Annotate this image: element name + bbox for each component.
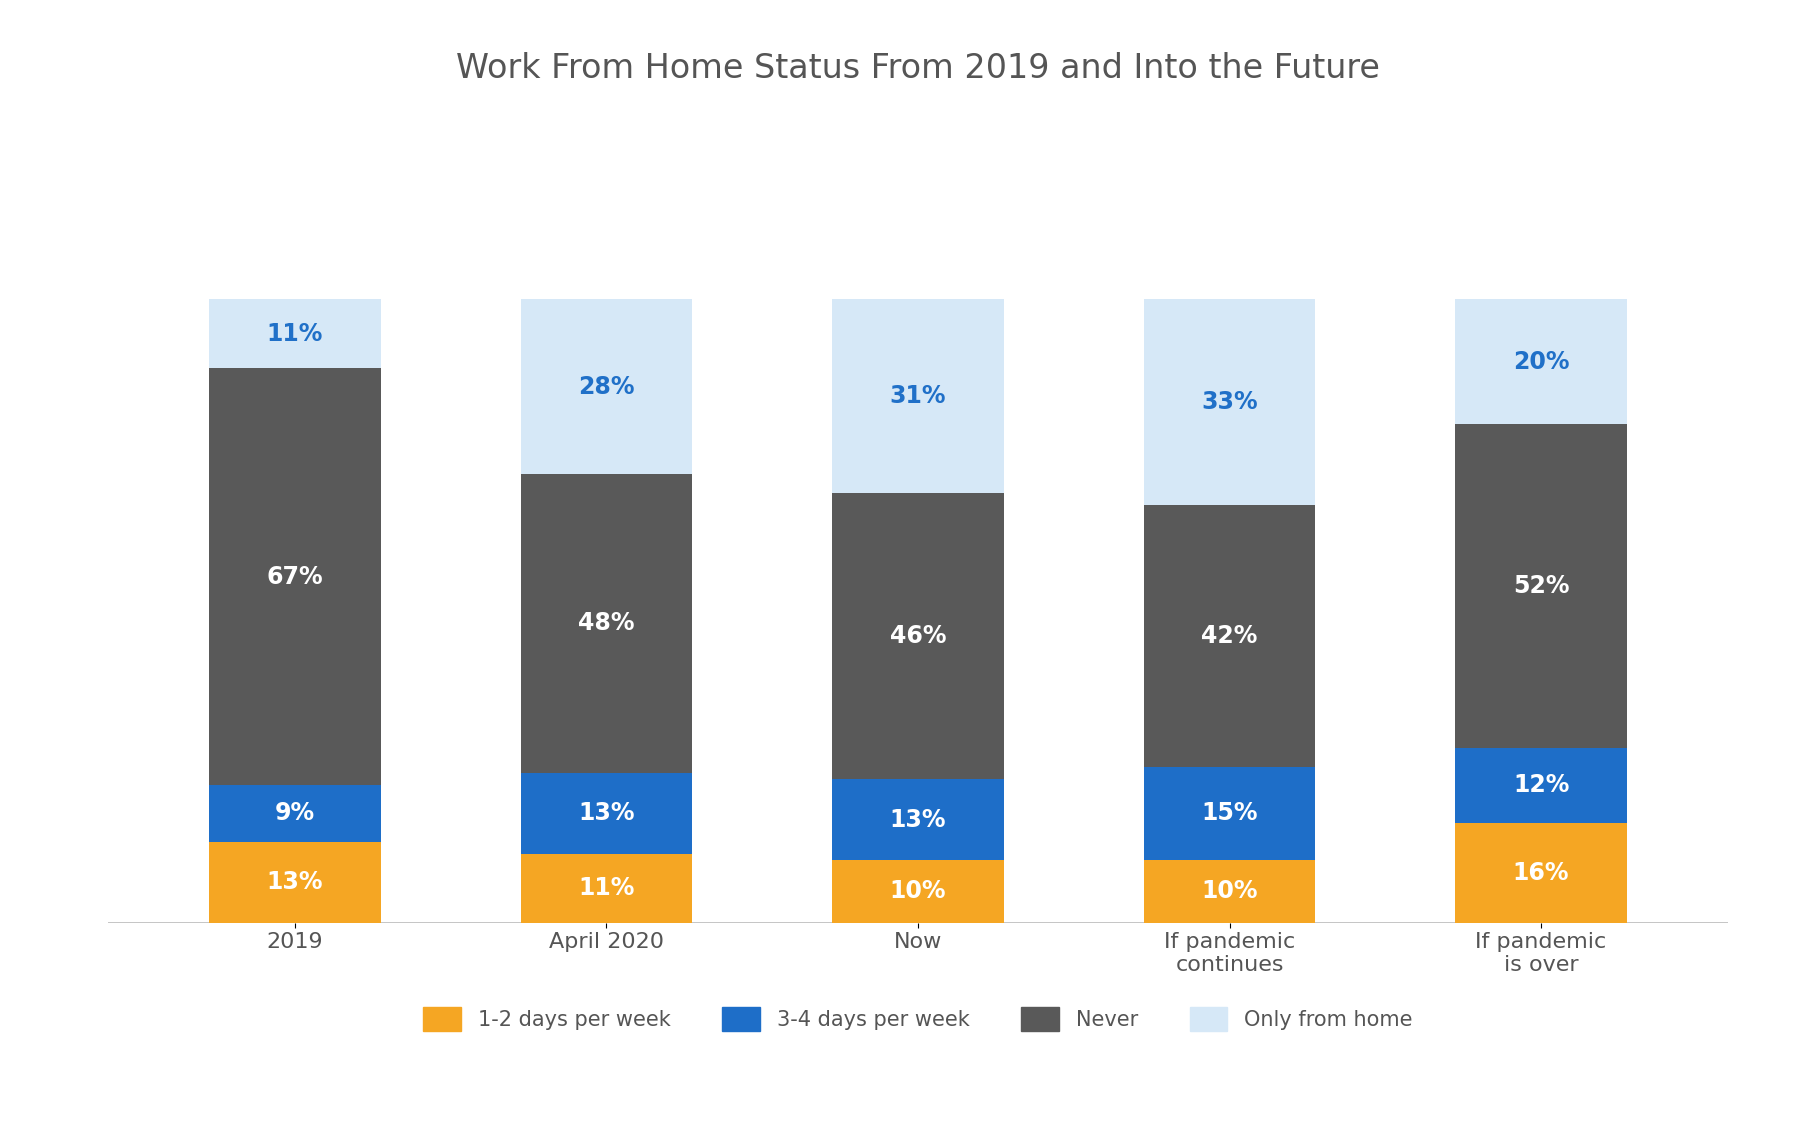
Text: 12%: 12% [1512, 773, 1570, 798]
Bar [1143, 861, 1316, 922]
Title: Work From Home Status From 2019 and Into the Future: Work From Home Status From 2019 and Into… [455, 52, 1381, 84]
Text: 46%: 46% [889, 624, 947, 648]
Bar [209, 299, 380, 368]
Bar [520, 299, 693, 474]
Text: 11%: 11% [578, 876, 635, 900]
Text: 33%: 33% [1201, 390, 1258, 414]
Text: 67%: 67% [266, 565, 324, 588]
Bar [209, 785, 380, 842]
Bar [520, 474, 693, 773]
Text: 52%: 52% [1512, 574, 1570, 598]
Text: 13%: 13% [889, 808, 947, 831]
Bar [1143, 767, 1316, 861]
Text: 15%: 15% [1201, 801, 1258, 826]
Bar [209, 368, 380, 785]
Text: 28%: 28% [578, 375, 635, 398]
Text: 31%: 31% [889, 384, 947, 408]
Text: 10%: 10% [1201, 880, 1258, 903]
Text: 10%: 10% [889, 880, 947, 903]
Bar [520, 773, 693, 854]
Bar [1456, 748, 1627, 822]
Text: 16%: 16% [1512, 861, 1570, 884]
Bar [832, 493, 1004, 780]
Text: 48%: 48% [578, 611, 635, 636]
Bar [1143, 505, 1316, 767]
Text: 13%: 13% [266, 870, 324, 894]
Legend: 1-2 days per week, 3-4 days per week, Never, Only from home: 1-2 days per week, 3-4 days per week, Ne… [412, 997, 1424, 1042]
Text: 11%: 11% [266, 322, 324, 345]
Text: 9%: 9% [275, 801, 315, 826]
Text: 42%: 42% [1201, 624, 1258, 648]
Text: 20%: 20% [1512, 350, 1570, 374]
Bar [1456, 822, 1627, 922]
Bar [520, 854, 693, 922]
Bar [1143, 299, 1316, 505]
Bar [1456, 299, 1627, 424]
Bar [209, 842, 380, 922]
Bar [832, 780, 1004, 861]
Bar [1456, 424, 1627, 748]
Bar [832, 299, 1004, 493]
Bar [832, 861, 1004, 922]
Text: 13%: 13% [578, 801, 635, 826]
